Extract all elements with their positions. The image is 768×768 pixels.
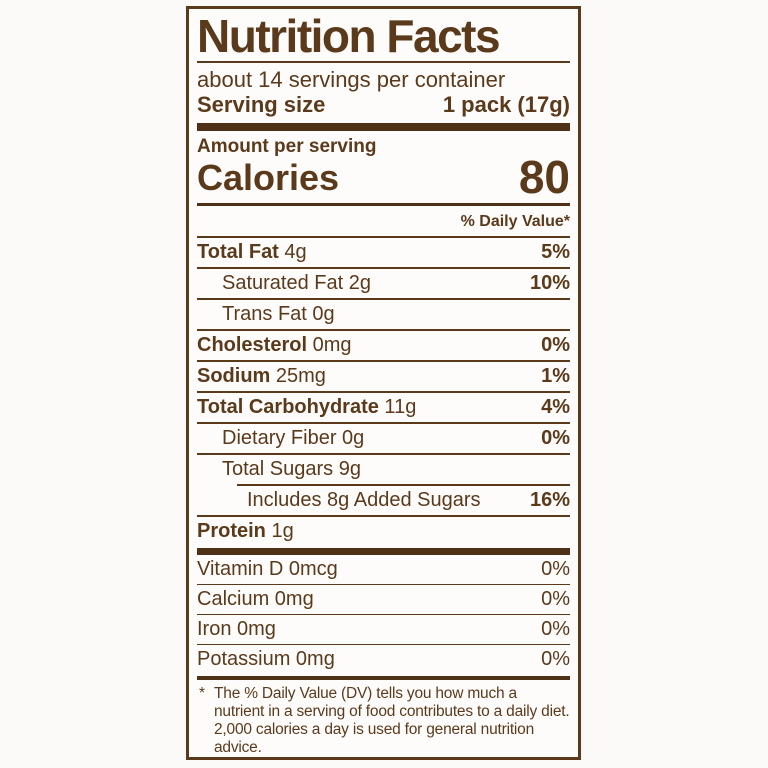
- row-divider: [197, 583, 570, 585]
- label-title: Nutrition Facts: [197, 9, 570, 63]
- row-divider: [197, 391, 570, 394]
- nutrient-row: Saturated Fat 2g 10%: [197, 269, 570, 298]
- divider-bar-medium: [197, 202, 570, 207]
- nutrient-row: Potassium 0mg 0%: [197, 645, 570, 674]
- nutrient-row: Dietary Fiber 0g 0%: [197, 424, 570, 453]
- nutrient-daily-value: 0%: [541, 587, 570, 610]
- nutrient-row: Sodium 25mg 1%: [197, 362, 570, 391]
- serving-size-value: 1 pack (17g): [442, 92, 570, 117]
- nutrient-row: Total Fat 4g 5%: [197, 238, 570, 267]
- nutrient-name: Vitamin D 0mcg: [197, 557, 338, 580]
- nutrient-row: Total Carbohydrate 11g 4%: [197, 393, 570, 422]
- footnote-text: The % Daily Value (DV) tells you how muc…: [214, 685, 570, 756]
- nutrient-row: Trans Fat 0g: [197, 300, 570, 329]
- nutrient-name: Total Sugars 9g: [222, 458, 361, 481]
- row-divider: [197, 453, 570, 456]
- nutrient-daily-value: 10%: [529, 272, 570, 295]
- row-divider: [197, 643, 570, 645]
- servings-per-container: about 14 servings per container: [197, 67, 506, 92]
- amount-per-serving-label: Amount per serving: [197, 135, 377, 157]
- nutrient-row: Cholesterol 0mg 0%: [197, 331, 570, 360]
- nutrient-name: Protein 1g: [197, 520, 294, 543]
- serving-size-row: Serving size 1 pack (17g): [197, 92, 570, 118]
- nutrient-daily-value: 1%: [541, 365, 570, 388]
- nutrient-name: Trans Fat 0g: [222, 303, 335, 326]
- nutrient-name: Total Fat 4g: [197, 241, 307, 264]
- nutrient-row: Iron 0mg 0%: [197, 615, 570, 644]
- nutrient-row: Calcium 0mg 0%: [197, 585, 570, 614]
- row-divider: [197, 329, 570, 332]
- nutrient-row: Includes 8g Added Sugars 16%: [197, 486, 570, 515]
- nutrient-row: Vitamin D 0mcg 0%: [197, 555, 570, 584]
- nutrient-daily-value: 4%: [541, 396, 570, 419]
- calories-value: 80: [518, 150, 570, 203]
- nutrient-name: Sodium 25mg: [197, 365, 326, 388]
- nutrient-name: Dietary Fiber 0g: [222, 427, 365, 450]
- nutrient-name: Cholesterol 0mg: [197, 334, 352, 357]
- row-divider: [197, 360, 570, 363]
- nutrient-name: Includes 8g Added Sugars: [247, 489, 481, 512]
- nutrient-name: Saturated Fat 2g: [222, 272, 371, 295]
- nutrient-name: Potassium 0mg: [197, 647, 335, 670]
- calories-row: Calories 80: [197, 150, 570, 203]
- nutrient-row: Total Sugars 9g: [197, 455, 570, 484]
- nutrient-row: Protein 1g: [197, 517, 570, 546]
- serving-size-label: Serving size: [197, 92, 326, 117]
- nutrient-daily-value: 0%: [541, 617, 570, 640]
- footnote: * The % Daily Value (DV) tells you how m…: [197, 685, 570, 757]
- nutrient-name: Calcium 0mg: [197, 587, 314, 610]
- divider-bar-thick-top: [197, 123, 570, 131]
- divider-bar-bottom: [197, 675, 570, 680]
- nutrient-daily-value: 0%: [541, 427, 570, 450]
- nutrient-name: Iron 0mg: [197, 617, 276, 640]
- row-divider: [197, 613, 570, 615]
- nutrient-daily-value: 0%: [541, 557, 570, 580]
- nutrient-name: Total Carbohydrate 11g: [197, 396, 417, 419]
- micronutrient-table: Vitamin D 0mcg 0% Calcium 0mg 0% Iron 0m…: [197, 555, 570, 674]
- calories-label: Calories: [197, 156, 340, 198]
- row-divider: [197, 298, 570, 301]
- nutrient-table: Total Fat 4g 5% Saturated Fat 2g 10% Tra…: [197, 238, 570, 546]
- nutrient-daily-value: 16%: [529, 489, 570, 512]
- row-divider: [237, 484, 570, 487]
- row-divider: [197, 267, 570, 270]
- nutrient-daily-value: 0%: [541, 334, 570, 357]
- nutrient-daily-value: 0%: [541, 647, 570, 670]
- row-divider: [197, 422, 570, 425]
- daily-value-header: % Daily Value*: [197, 206, 570, 239]
- footnote-asterisk: *: [199, 685, 205, 702]
- divider-bar-thick-middle: [197, 548, 570, 555]
- row-divider: [197, 515, 570, 518]
- nutrient-daily-value: 5%: [541, 241, 570, 264]
- nutrition-facts-label: Nutrition Facts about 14 servings per co…: [186, 6, 581, 760]
